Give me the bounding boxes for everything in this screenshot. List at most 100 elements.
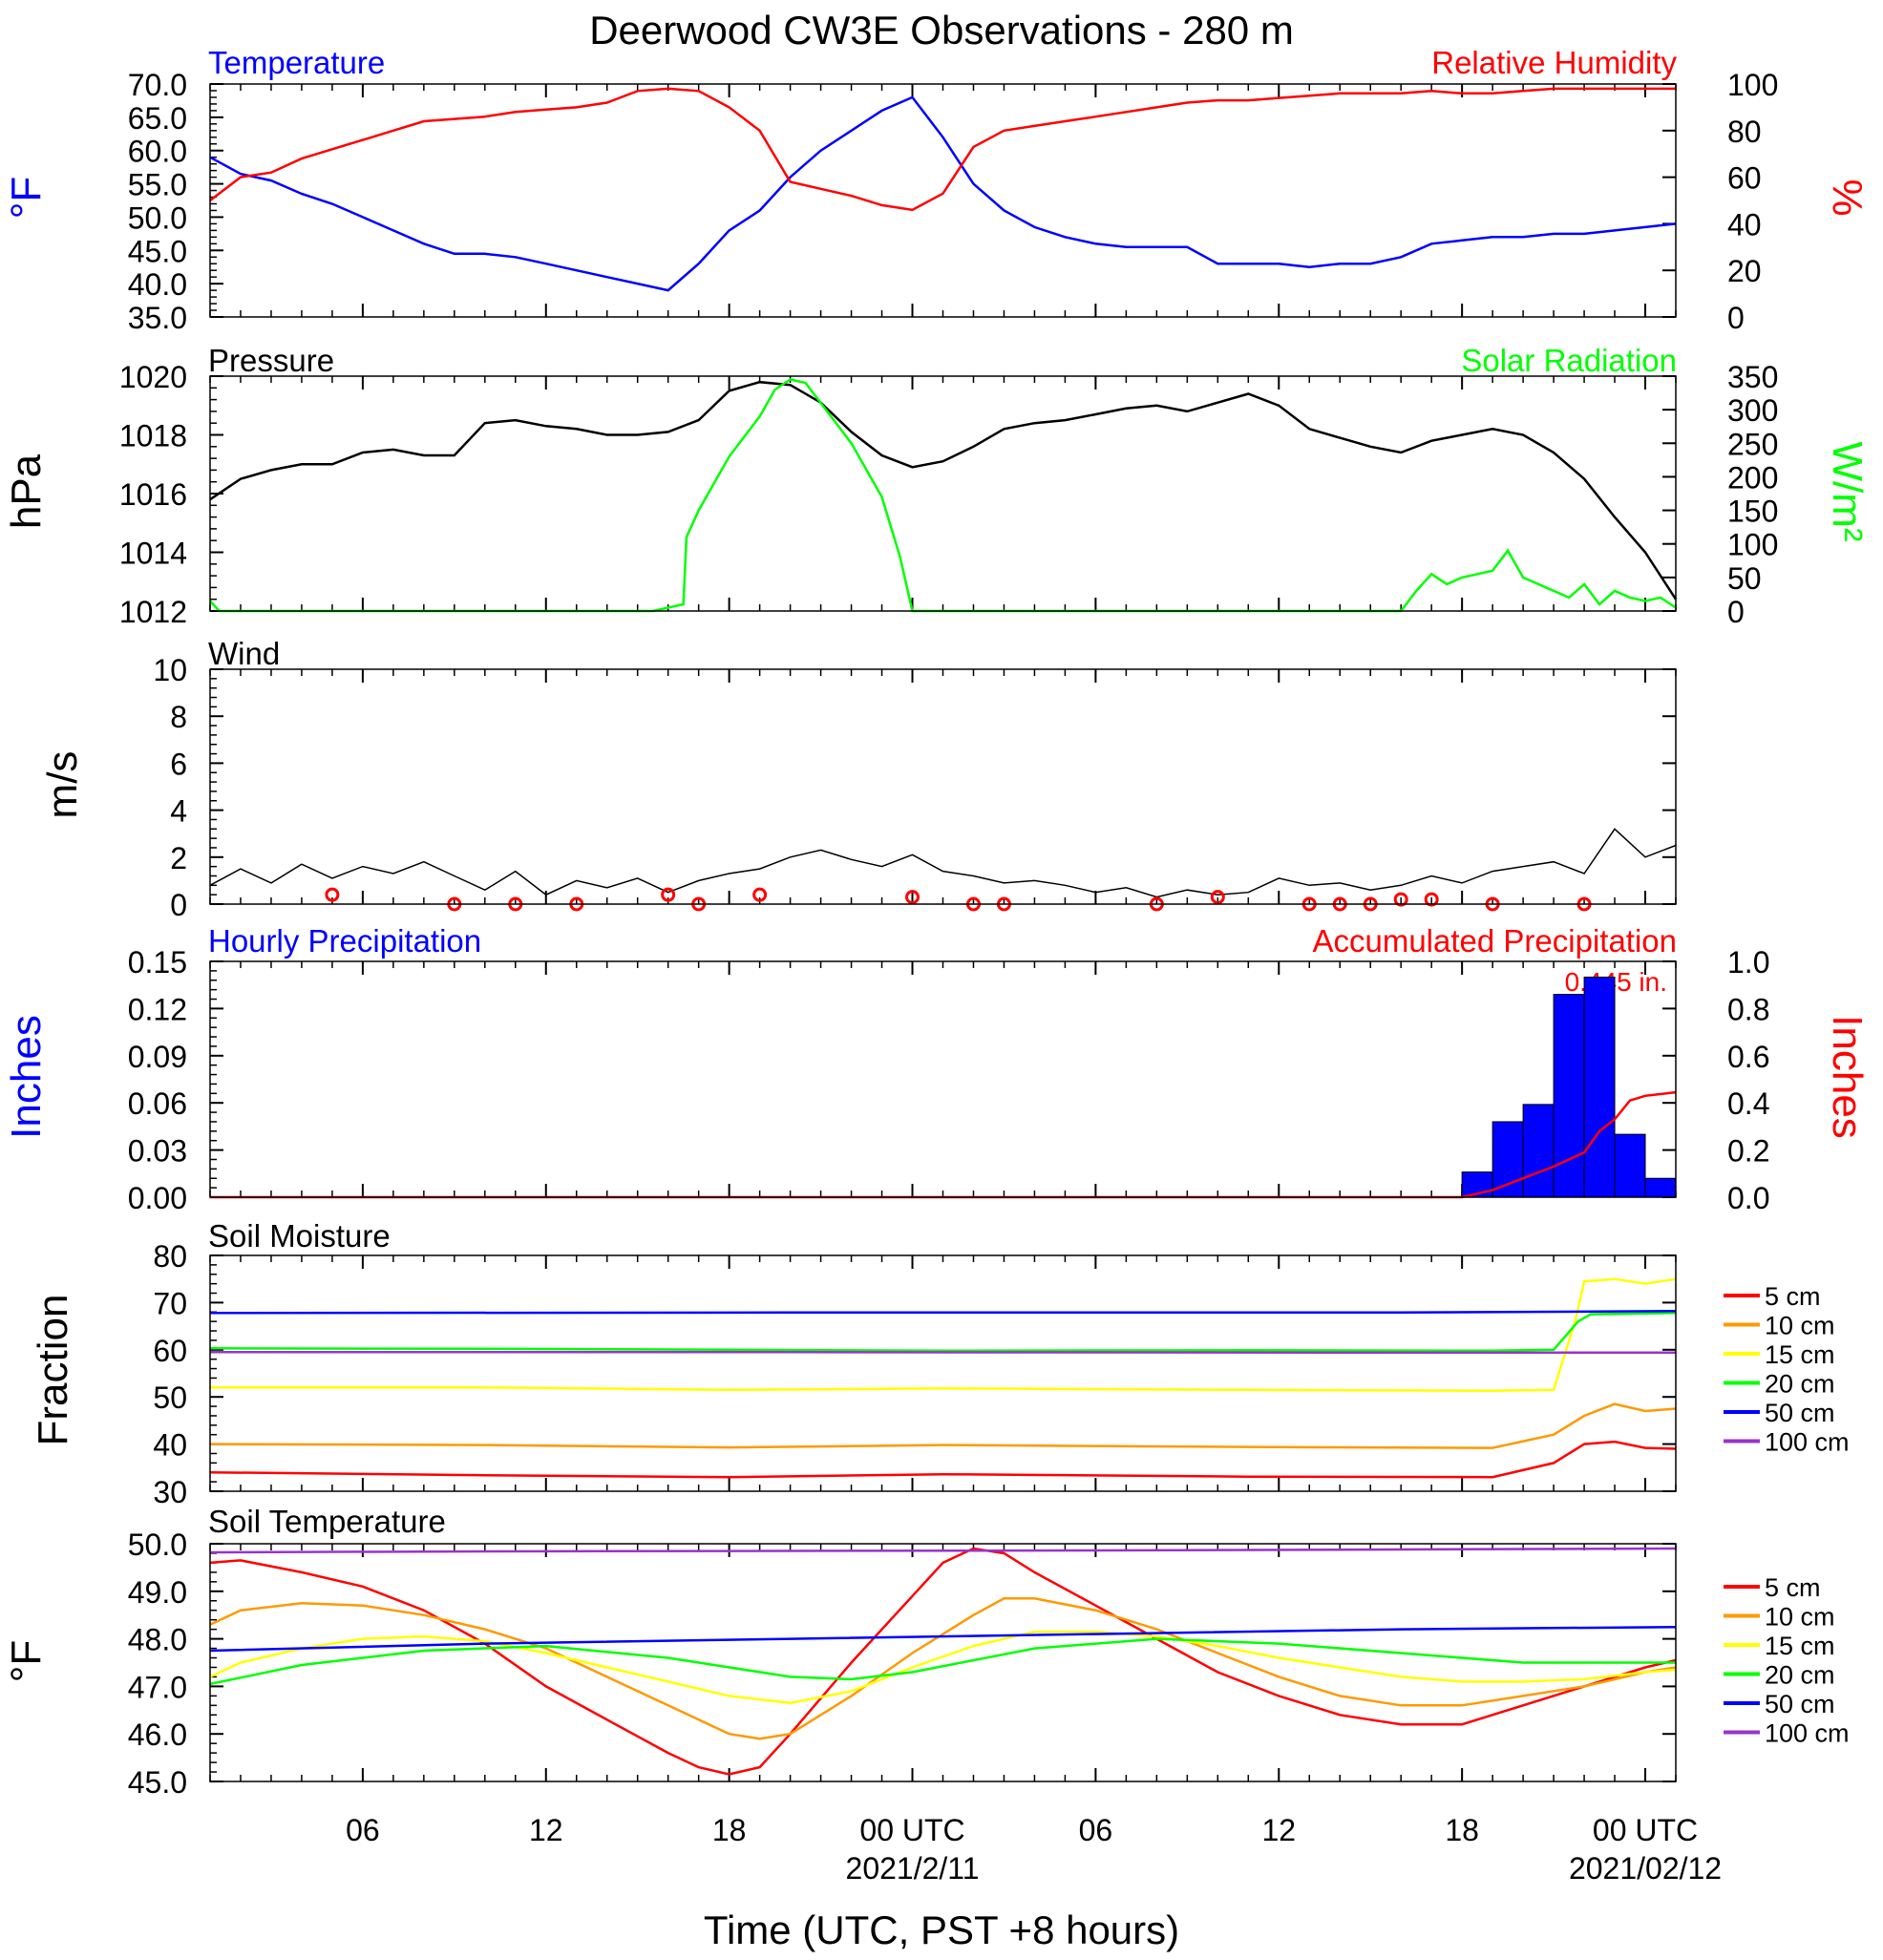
y-tick-label: 49.0 [128,1575,187,1610]
y-tick-label: 35.0 [128,301,187,335]
series-line-10-cm [209,1597,1677,1740]
panel-wind: Wind m/s 0 2 4 6 8 10 [39,636,1677,922]
precip-ylabel-right: Inches [1824,1015,1871,1139]
series-line-wind [209,828,1677,898]
y-tick-label: 0.00 [128,1181,187,1215]
y-right-tick-label: 1.0 [1727,945,1769,980]
y-tick-label: 10 [153,653,187,687]
y-tick-label: 2 [170,841,187,875]
solar-title: Solar Radiation [1461,343,1677,378]
plot-frame [209,960,1677,1198]
plot-frame [209,1543,1677,1782]
y-tick-label: 50.0 [128,200,187,235]
y-tick-label: 0.09 [128,1040,187,1074]
series-line-100-cm [210,1351,1676,1355]
y-right-tick-label: 0.8 [1727,992,1769,1026]
x-tick-label: 12 [1261,1813,1296,1847]
series-line-relative-humidity [209,87,1676,212]
precip-bar [1492,1121,1524,1198]
rh-ylabel: % [1824,179,1871,216]
series-line-5-cm [209,1547,1677,1776]
y-tick-label: 1012 [119,595,187,629]
legend-label: 15 cm [1765,1340,1835,1369]
wind-calm-circle [1393,892,1408,907]
legend-label: 5 cm [1765,1573,1821,1602]
series-line-temperature [209,95,1677,292]
soil-temp-ylabel: °F [3,1640,50,1682]
y-tick-label: 50 [153,1380,187,1415]
x-tick-label: 18 [1445,1813,1479,1847]
y-tick-label: 47.0 [128,1670,187,1704]
y-tick-label: 1016 [119,477,187,512]
legend-label: 100 cm [1765,1428,1850,1457]
y-tick-label: 0.15 [128,945,187,980]
wind-calm-circle [1424,892,1439,907]
series-line-15-cm [210,1277,1677,1393]
plot-frame [209,1254,1677,1492]
precip-bar [1644,1177,1677,1198]
y-tick-label: 6 [170,747,187,781]
y-tick-label: 48.0 [128,1623,187,1657]
x-tick-label: 00 UTC [859,1813,964,1847]
precip-annotation: 0.445 in. [1565,967,1667,997]
legend-label: 10 cm [1765,1603,1835,1632]
wind-title: Wind [208,636,280,671]
y-tick-label: 45.0 [128,1765,187,1800]
y-right-tick-label: 150 [1727,495,1778,529]
y-right-tick-label: 100 [1727,68,1778,102]
wind-ylabel: m/s [39,751,86,819]
x-tick-label: 06 [346,1813,380,1847]
legend-label: 100 cm [1765,1719,1850,1748]
series-line-solar-radiation [209,378,1677,613]
legend-label: 20 cm [1765,1370,1835,1399]
precip-bar [1522,1104,1555,1198]
series-line-5-cm [209,1440,1677,1479]
y-right-tick-label: 50 [1727,561,1762,596]
y-right-tick-label: 80 [1727,115,1762,149]
y-tick-label: 4 [170,794,187,829]
y-tick-label: 0 [170,888,187,922]
y-tick-label: 30 [153,1475,187,1509]
y-right-tick-label: 250 [1727,427,1778,461]
series-line-50-cm [209,1310,1677,1315]
soil-moisture-ylabel: Fraction [30,1295,76,1446]
y-tick-label: 0.06 [128,1086,187,1121]
wind-calm-circle [661,887,676,902]
pressure-ylabel: hPa [3,453,50,529]
legend-label: 50 cm [1765,1690,1835,1718]
y-tick-label: 70 [153,1286,187,1320]
panel-pressure-solar: Pressure Solar Radiation hPa W/m² 1012 10… [3,343,1871,629]
y-right-tick-label: 60 [1727,161,1762,196]
precip-ylabel-left: Inches [3,1015,50,1139]
panel-soil-temp: Soil Temperature °F 45.0 46.0 47.0 48.0 49.0… [3,1504,1850,1800]
wind-calm-circle [752,887,768,902]
temp-title: Temperature [208,45,385,80]
y-right-tick-label: 20 [1727,254,1762,288]
x-axis: 06 12 18 00 UTC 06 12 18 00 UTC 2021/2/11 2021/02… [346,1813,1722,1886]
y-right-tick-label: 350 [1727,360,1778,394]
y-right-tick-label: 100 [1727,528,1778,562]
legend-label: 15 cm [1765,1632,1835,1660]
y-tick-label: 0.12 [128,992,187,1026]
y-tick-label: 45.0 [128,234,187,268]
panel-precip: Hourly Precipitation Accumulated Precipi… [3,923,1871,1215]
y-right-tick-label: 40 [1727,207,1762,242]
x-date-label: 2021/2/11 [846,1851,980,1886]
legend-label: 10 cm [1765,1312,1835,1340]
y-tick-label: 8 [170,700,187,734]
series-line-15-cm [209,1630,1677,1705]
y-tick-label: 1018 [119,419,187,453]
y-right-tick-label: 200 [1727,460,1778,495]
y-tick-label: 60.0 [128,135,187,169]
series-line-accumulated-precipitation [210,1090,1677,1199]
y-tick-label: 65.0 [128,101,187,136]
y-tick-label: 55.0 [128,168,187,202]
y-tick-label: 50.0 [128,1528,187,1562]
y-right-tick-label: 0.6 [1727,1040,1769,1074]
soil-temp-title: Soil Temperature [208,1504,446,1539]
legend-label: 20 cm [1765,1661,1835,1690]
series-line-50-cm [209,1625,1677,1653]
y-right-tick-label: 0 [1727,595,1745,629]
